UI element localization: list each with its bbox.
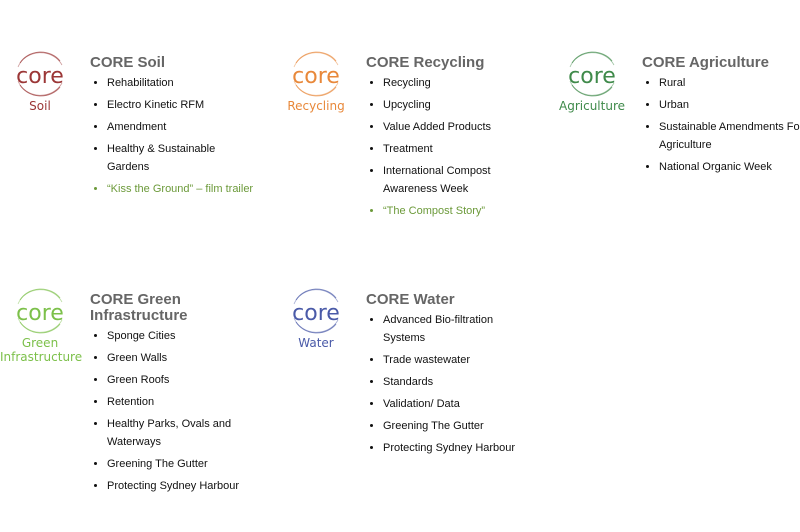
list-item: Electro Kinetic RFM — [107, 97, 260, 115]
card-title: CORE Agriculture — [642, 54, 769, 71]
svg-text:core: core — [292, 301, 340, 326]
list-item: Upcycling — [383, 97, 536, 115]
list-item: Retention — [107, 394, 260, 412]
core-logo-icon: core — [292, 51, 340, 97]
list-item: Rural — [659, 75, 800, 93]
logo-caption: Recycling — [287, 99, 345, 113]
list-item: Treatment — [383, 141, 536, 159]
list-item: Advanced Bio-filtration Systems — [383, 312, 536, 347]
card-title: CORE Soil — [90, 54, 166, 71]
core-soil-logo: core Soil — [0, 47, 80, 113]
list-item: Sustainable Amendments For Agriculture — [659, 119, 800, 154]
list-item: International Compost Awareness Week — [383, 163, 536, 198]
core-logo-icon: core — [292, 288, 340, 334]
list-item: Greening The Gutter — [107, 456, 260, 474]
item-list: Rehabilitation Electro Kinetic RFM Amendme… — [90, 75, 260, 198]
list-item: Healthy & Sustainable Gardens — [107, 141, 260, 176]
core-green-infrastructure-logo: core Green Infrastructure — [0, 284, 83, 364]
card-title: CORE Water — [366, 291, 455, 308]
list-item: Green Walls — [107, 350, 260, 368]
list-item: Amendment — [107, 119, 260, 137]
list-item: Rehabilitation — [107, 75, 260, 93]
logo-caption: Agriculture — [559, 99, 625, 113]
list-item: Sponge Cities — [107, 328, 260, 346]
list-item: Value Added Products — [383, 119, 536, 137]
core-water-logo: core Water — [276, 284, 356, 350]
list-item: Greening The Gutter — [383, 418, 536, 436]
svg-text:core: core — [16, 301, 64, 326]
item-list: Advanced Bio-filtration Systems Trade was… — [366, 312, 536, 457]
core-recycling-logo: core Recycling — [276, 47, 356, 113]
list-item: Green Roofs — [107, 372, 260, 390]
card-title: CORE Green Infrastructure — [90, 291, 188, 324]
list-item: Urban — [659, 97, 800, 115]
card-title: CORE Recycling — [366, 54, 485, 71]
svg-text:core: core — [292, 64, 340, 89]
list-item: National Organic Week — [659, 159, 800, 177]
core-agriculture-logo: core Agriculture — [552, 47, 632, 113]
svg-text:core: core — [16, 64, 64, 89]
svg-text:core: core — [568, 64, 616, 89]
video-link[interactable]: “Kiss the Ground” – film trailer — [107, 181, 260, 199]
item-list: Rural Urban Sustainable Amendments For Agr… — [642, 75, 800, 176]
logo-caption: Green Infrastructure — [0, 336, 83, 364]
list-item: Validation/ Data — [383, 396, 536, 414]
logo-caption: Water — [298, 336, 334, 350]
core-logo-icon: core — [16, 288, 64, 334]
list-item: Protecting Sydney Harbour — [383, 440, 536, 458]
item-list: Recycling Upcycling Value Added Products Tr… — [366, 75, 536, 220]
core-logo-icon: core — [16, 51, 64, 97]
video-link[interactable]: “The Compost Story” — [383, 203, 536, 221]
list-item: Healthy Parks, Ovals and Waterways — [107, 416, 260, 451]
item-list: Sponge Cities Green Walls Green Roofs Reten… — [90, 328, 260, 495]
logo-caption: Soil — [29, 99, 51, 113]
list-item: Protecting Sydney Harbour — [107, 478, 260, 496]
list-item: Trade wastewater — [383, 352, 536, 370]
core-logo-icon: core — [568, 51, 616, 97]
list-item: Standards — [383, 374, 536, 392]
list-item: Recycling — [383, 75, 536, 93]
